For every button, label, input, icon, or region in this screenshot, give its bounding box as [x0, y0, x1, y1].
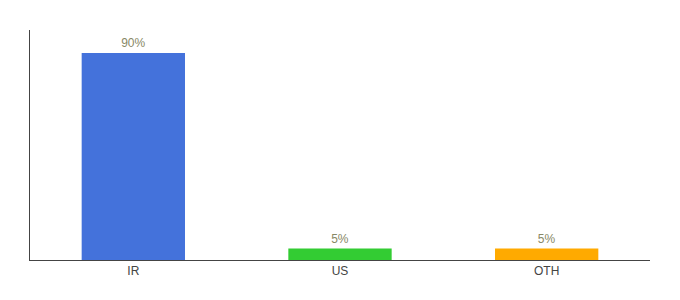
- svg-text:OTH: OTH: [534, 264, 559, 278]
- svg-text:IR: IR: [127, 264, 139, 278]
- svg-text:5%: 5%: [331, 232, 349, 246]
- svg-text:US: US: [332, 264, 349, 278]
- svg-text:90%: 90%: [121, 36, 145, 50]
- svg-text:5%: 5%: [538, 232, 556, 246]
